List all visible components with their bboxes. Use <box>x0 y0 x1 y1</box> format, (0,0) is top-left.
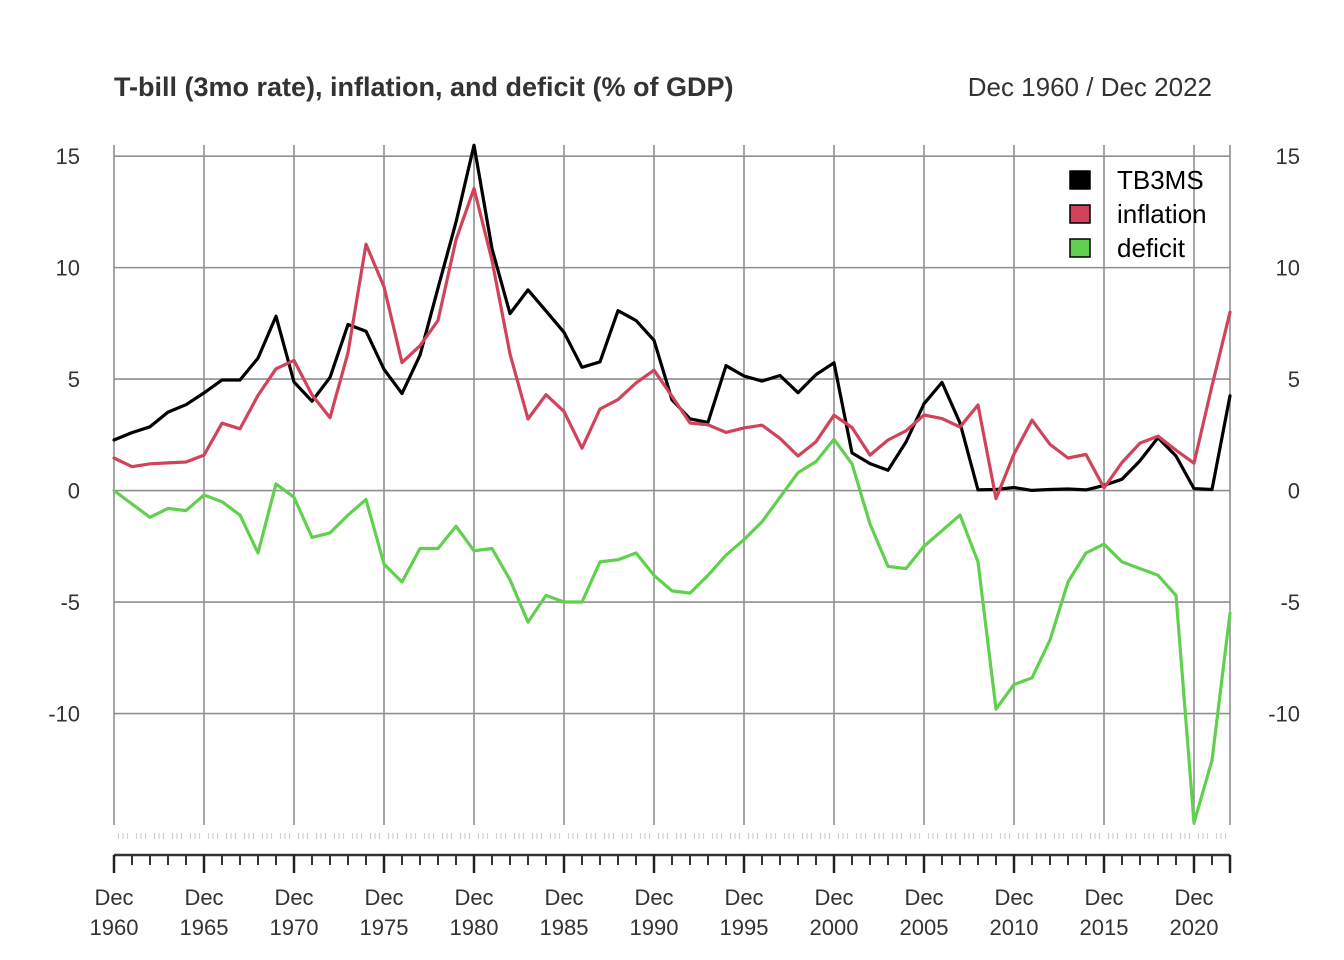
chart-title: T-bill (3mo rate), inflation, and defici… <box>114 72 734 102</box>
x-tick-label: Dec 2015 <box>1080 885 1129 940</box>
x-tick-label: Dec 1990 <box>630 885 679 940</box>
y-tick-label-right: 5 <box>1288 367 1300 392</box>
legend-swatch <box>1069 204 1091 224</box>
x-tick-label: Dec 1985 <box>540 885 589 940</box>
legend-label: TB3MS <box>1117 165 1204 195</box>
x-tick-label: Dec 2010 <box>990 885 1039 940</box>
y-tick-label-left: 5 <box>68 367 80 392</box>
legend: TB3MS inflation deficit <box>1069 165 1207 263</box>
axes: 15 15 10 10 5 5 0 0 -5 -5 -10 -10 Dec 1960 Dec 1965 Dec 1… <box>48 144 1300 940</box>
legend-swatch <box>1069 170 1091 190</box>
y-tick-label-left: 15 <box>56 144 80 169</box>
y-tick-label-left: -10 <box>48 702 80 727</box>
y-tick-label-left: 0 <box>68 479 80 504</box>
y-tick-label-right: -10 <box>1268 702 1300 727</box>
x-tick-label: Dec 1970 <box>270 885 319 940</box>
series-line-tb3ms <box>112 143 1232 492</box>
legend-label: deficit <box>1117 233 1186 263</box>
series-line-inflation <box>112 186 1232 501</box>
y-tick-label-right: 0 <box>1288 479 1300 504</box>
date-range-label: Dec 1960 / Dec 2022 <box>968 72 1212 102</box>
grid-lines <box>113 145 1231 825</box>
x-tick-label: Dec 2020 <box>1170 885 1219 940</box>
legend-swatch <box>1069 238 1091 258</box>
x-tick-label: Dec 1960 <box>90 885 139 940</box>
legend-label: inflation <box>1117 199 1207 229</box>
y-tick-label-right: -5 <box>1280 590 1300 615</box>
y-tick-label-left: -5 <box>60 590 80 615</box>
x-tick-label: Dec 1995 <box>720 885 769 940</box>
y-tick-label-right: 15 <box>1276 144 1300 169</box>
x-tick-label: Dec 2000 <box>810 885 859 940</box>
x-tick-label: Dec 1965 <box>180 885 229 940</box>
x-tick-label: Dec 1975 <box>360 885 409 940</box>
y-tick-label-right: 10 <box>1276 256 1300 281</box>
series-lines <box>112 143 1232 825</box>
y-tick-label-left: 10 <box>56 256 80 281</box>
x-tick-label: Dec 2005 <box>900 885 949 940</box>
x-tick-label: Dec 1980 <box>450 885 499 940</box>
series-line-deficit <box>112 437 1232 825</box>
